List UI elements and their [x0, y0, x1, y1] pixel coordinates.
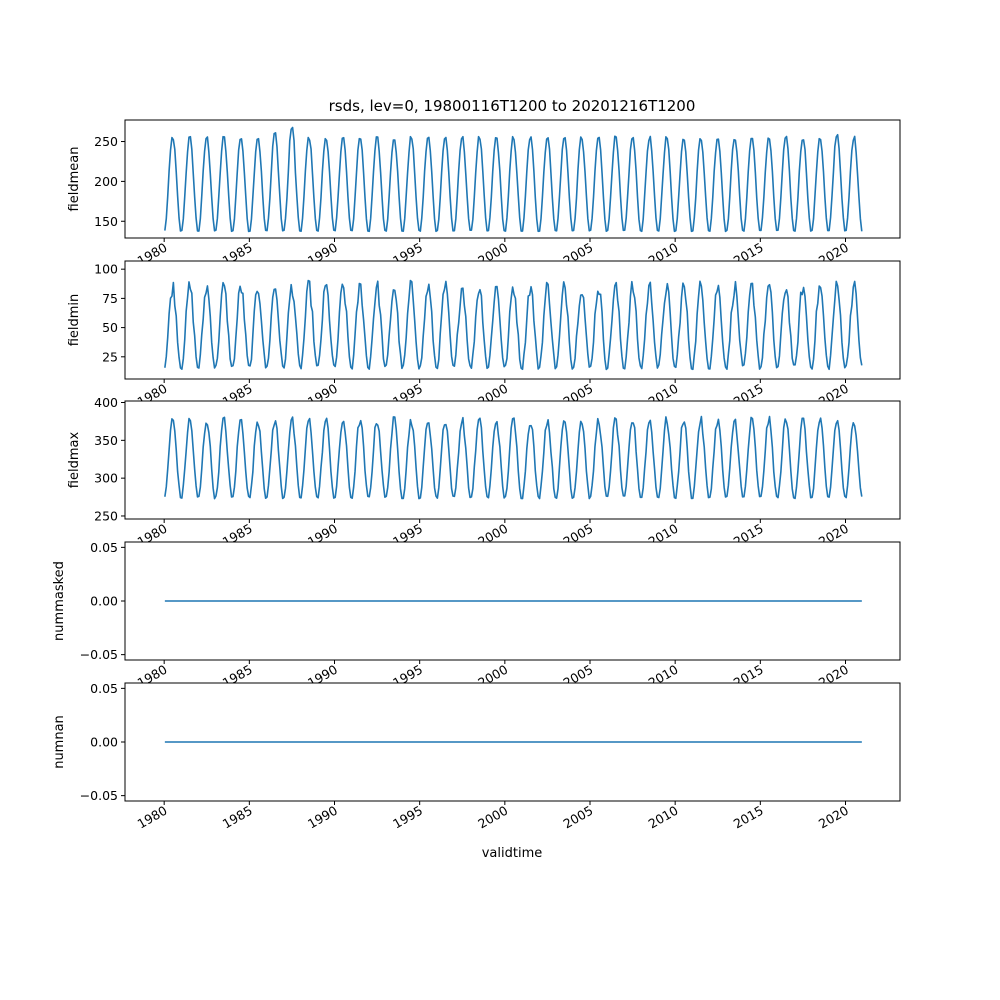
y-axis-label: fieldmean	[67, 147, 82, 212]
y-tick-label: 250	[94, 134, 118, 149]
y-tick-label: 75	[102, 291, 118, 306]
y-tick-label: 350	[94, 433, 118, 448]
y-axis-label: nummasked	[52, 561, 67, 641]
x-tick-label: 1995	[390, 803, 425, 832]
x-tick-label: 2010	[646, 803, 681, 832]
y-tick-label: −0.05	[80, 788, 118, 803]
series-line-fieldmin	[164, 279, 863, 371]
y-tick-label: 50	[102, 320, 118, 335]
y-tick-label: 300	[94, 471, 118, 486]
x-axis-label: validtime	[482, 846, 543, 861]
series-line-fieldmax	[164, 415, 863, 500]
chart-title: rsds, lev=0, 19800116T1200 to 20201216T1…	[329, 97, 696, 115]
y-tick-label: 0.00	[90, 735, 118, 750]
x-tick-label: 2015	[731, 803, 766, 832]
axes-frame	[124, 119, 901, 239]
subplot-numnan: −0.05 0.00 0.05 1980 1985 1990 1995 2000 2005 201…	[52, 681, 901, 832]
y-tick-label: 0.05	[90, 681, 118, 696]
axes-frame	[124, 400, 901, 520]
y-axis-label: numnan	[52, 715, 67, 769]
y-tick-label: 200	[94, 174, 118, 189]
x-tick-label: 2000	[475, 803, 510, 832]
x-tick-label: 2020	[816, 803, 851, 832]
x-tick-label: 2005	[560, 803, 595, 832]
y-axis-label: fieldmax	[67, 432, 82, 489]
axes-frame	[124, 260, 901, 380]
y-tick-label: 250	[94, 508, 118, 523]
x-tick-label: 1990	[305, 803, 340, 832]
y-tick-label: 0.05	[90, 540, 118, 555]
y-tick-label: −0.05	[80, 647, 118, 662]
subplot-panels: 150 200 250 1980 1985 1990 1995 2000 2005 2010 201…	[52, 119, 901, 832]
y-tick-label: 400	[94, 395, 118, 410]
y-tick-label: 150	[94, 214, 118, 229]
y-tick-label: 0.00	[90, 594, 118, 609]
y-axis-label: fieldmin	[67, 294, 82, 347]
panel-background	[125, 261, 900, 379]
x-tick-label: 1985	[220, 803, 255, 832]
y-tick-label: 100	[94, 262, 118, 277]
y-tick-label: 25	[102, 349, 118, 364]
x-tick-label: 1980	[135, 803, 170, 832]
series-line-fieldmean	[164, 126, 863, 233]
